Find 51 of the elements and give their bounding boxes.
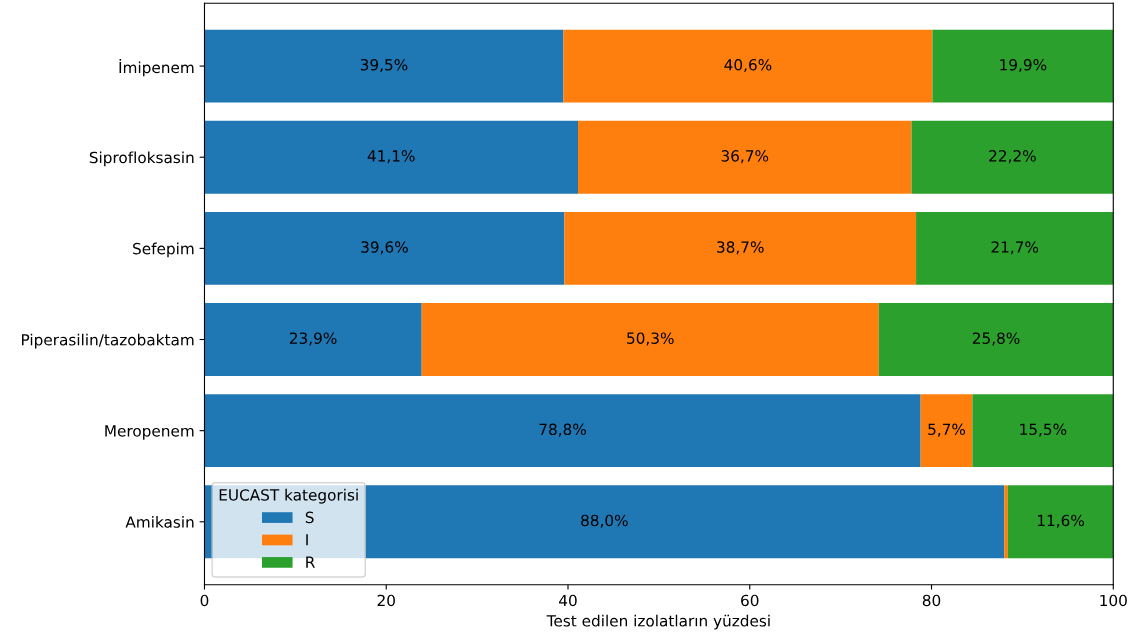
bar	[1004, 485, 1008, 559]
legend-label: S	[305, 511, 314, 524]
x-tick-label: 0	[200, 594, 209, 607]
data-label: 39,6%	[361, 241, 408, 255]
y-tick-label: İmipenem	[119, 59, 194, 77]
x-tick-label: 80	[922, 594, 941, 607]
data-label: 19,9%	[1000, 58, 1047, 73]
data-label: 11,6%	[1037, 514, 1084, 528]
y-tick-label: Sefepim	[133, 242, 194, 258]
bar	[204, 120, 578, 194]
bar	[204, 394, 921, 468]
data-label: 78,8%	[539, 423, 586, 437]
data-label: 22,2%	[989, 150, 1036, 164]
bar	[421, 303, 879, 376]
bar	[564, 211, 917, 285]
data-label: 25,8%	[972, 332, 1020, 346]
x-tick-label: 100	[1100, 594, 1127, 607]
data-label: 5,7%	[928, 423, 966, 437]
bar	[920, 394, 973, 468]
y-tick-label: Piperasilin/tazobaktam	[22, 333, 194, 349]
data-label: 23,9%	[289, 332, 337, 346]
data-label: 15,5%	[1020, 423, 1067, 437]
data-label: 50,3%	[627, 332, 674, 346]
bar	[878, 303, 1114, 376]
bar	[204, 211, 565, 285]
legend-label: R	[306, 556, 315, 568]
bar	[204, 303, 422, 376]
data-label: 38,7%	[717, 241, 764, 255]
bar	[972, 394, 1114, 468]
data-label: 40,6%	[724, 58, 772, 73]
x-tick-label: 40	[559, 594, 577, 607]
legend-title: EUCAST kategorisi	[219, 488, 358, 504]
y-tick-label: Amikasin	[125, 515, 194, 528]
bar	[204, 29, 564, 103]
y-tick-label: Siprofloksasin	[89, 151, 194, 167]
bar	[932, 29, 1114, 103]
data-label: 36,7%	[721, 150, 769, 164]
x-tick-label: 60	[741, 594, 759, 607]
data-label: 39,5%	[360, 58, 408, 73]
data-label: 21,7%	[991, 241, 1039, 255]
legend-label: I	[306, 534, 308, 546]
data-label: 88,0%	[581, 514, 628, 528]
bar	[911, 120, 1114, 194]
y-tick-label: Meropenem	[105, 425, 194, 440]
bar	[563, 29, 933, 103]
x-tick-label: 20	[377, 594, 395, 607]
bar	[1007, 485, 1114, 559]
bar	[578, 120, 912, 194]
data-label: 41,1%	[367, 150, 415, 164]
x-axis-title: Test edilen izolatların yüzdesi	[546, 614, 770, 630]
bar	[916, 211, 1114, 285]
